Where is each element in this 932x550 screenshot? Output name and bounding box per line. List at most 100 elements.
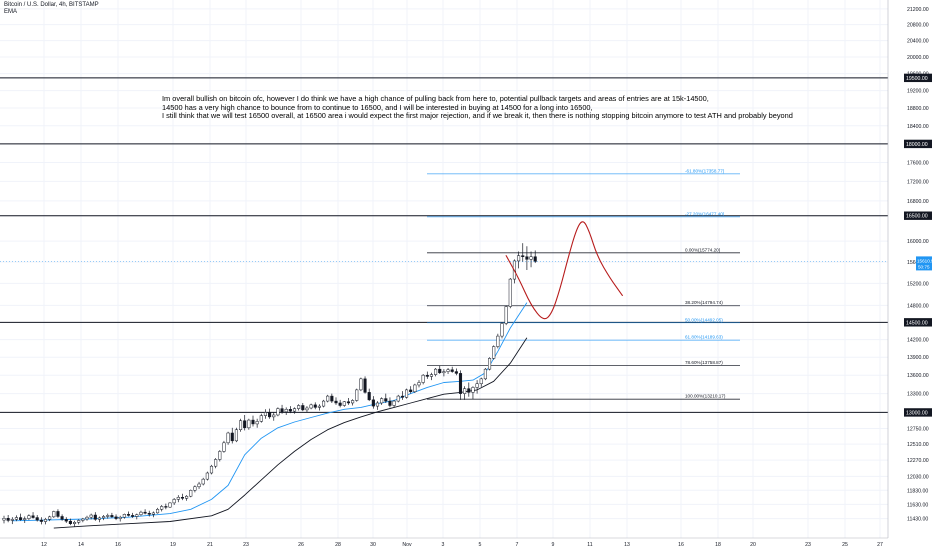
candle-body xyxy=(201,478,205,485)
candle-body xyxy=(500,323,504,337)
candle-body xyxy=(102,516,106,519)
candle-body xyxy=(504,306,508,324)
time-axis-tick-label: 23 xyxy=(805,542,811,548)
candle-body xyxy=(243,420,247,429)
candle-body xyxy=(288,409,292,412)
candle-body xyxy=(189,490,193,497)
candle-body xyxy=(226,432,230,444)
candle-body xyxy=(351,400,355,404)
candle-body xyxy=(6,518,10,521)
candle-body xyxy=(147,512,151,515)
chart-annotation-note[interactable]: Im overall bullish on bitcoin ofc, howev… xyxy=(162,94,852,121)
fib-level-label: 78.60%(13758.87) xyxy=(685,360,723,365)
candle-body xyxy=(533,256,537,262)
candle-body xyxy=(297,405,301,409)
candle-body xyxy=(193,486,197,491)
time-axis-tick-label: 7 xyxy=(516,542,519,548)
candle-body xyxy=(529,256,533,260)
candle-body xyxy=(135,514,139,517)
candle-body xyxy=(292,408,297,412)
candle-body xyxy=(488,358,492,370)
candle-body xyxy=(118,516,122,519)
ema-fast-line xyxy=(12,302,528,522)
price-axis-tick-label: 16000.00 xyxy=(907,239,929,245)
candle-body xyxy=(239,420,243,430)
candle-body xyxy=(10,519,14,521)
candle-body xyxy=(77,520,81,523)
candle-body xyxy=(417,382,421,386)
candle-body xyxy=(371,399,375,407)
candle-body xyxy=(388,400,392,406)
candle-body xyxy=(305,407,309,411)
candle-body xyxy=(313,404,317,408)
price-axis-tick-label: 20800.00 xyxy=(907,23,929,29)
time-axis-tick-label: 25 xyxy=(842,542,848,548)
candle-body xyxy=(409,389,413,392)
price-level-tag xyxy=(904,408,932,417)
time-axis-tick-label: 13 xyxy=(624,542,630,548)
price-axis-tick-label: 11830.00 xyxy=(907,488,928,494)
price-level-tag xyxy=(904,211,932,220)
candle-body xyxy=(475,383,479,388)
price-axis-tick-label: 18800.00 xyxy=(907,106,929,112)
candle-body xyxy=(106,515,110,517)
price-level-tag-label: 18000.00 xyxy=(906,142,928,148)
price-level-tag-label: 19500.00 xyxy=(906,76,928,82)
current-price-tag xyxy=(916,256,932,271)
candle-body xyxy=(14,517,18,520)
time-axis-tick-label: 27 xyxy=(877,542,883,548)
price-axis-tick-label: 13900.00 xyxy=(907,355,929,361)
candle-body xyxy=(355,389,359,401)
price-level-tag-label: 16500.00 xyxy=(906,214,928,220)
candle-body xyxy=(2,518,6,521)
candle-body xyxy=(251,419,255,425)
time-axis-tick-label: 30 xyxy=(370,542,376,548)
candle-body xyxy=(508,278,512,307)
candle-body xyxy=(218,451,222,460)
candle-body xyxy=(280,408,284,413)
price-level-tag xyxy=(904,139,932,149)
projection-path xyxy=(505,221,623,320)
candle-body xyxy=(39,519,43,522)
fib-level-label: -27.20%(16477.40) xyxy=(685,211,725,216)
price-axis-tick-label: 21200.00 xyxy=(907,7,929,13)
candle-body xyxy=(450,369,454,372)
time-axis-tick-label: 12 xyxy=(41,542,47,548)
price-axis-tick-label: 18400.00 xyxy=(907,124,929,130)
candle-body xyxy=(126,514,131,516)
candle-body xyxy=(176,497,180,500)
candle-body xyxy=(363,378,367,393)
candle-body xyxy=(442,371,446,374)
candle-body xyxy=(384,398,388,402)
time-axis-tick-label: Nov xyxy=(402,542,412,548)
candle-body xyxy=(97,517,102,520)
candle-body xyxy=(359,378,363,391)
candle-body xyxy=(272,414,276,418)
time-axis-tick-label: 11 xyxy=(587,542,592,548)
time-axis-tick-label: 26 xyxy=(298,542,304,548)
candle-body xyxy=(434,368,438,375)
candle-body xyxy=(396,395,400,402)
time-axis-tick-label: 16 xyxy=(115,542,121,548)
candle-body xyxy=(367,392,371,401)
candle-body xyxy=(330,395,334,402)
candle-body xyxy=(342,401,346,406)
candle-body xyxy=(326,395,330,402)
candle-body xyxy=(483,368,487,380)
time-axis-tick-label: 21 xyxy=(207,542,213,548)
candle-body xyxy=(380,398,384,404)
time-axis-tick-label: 18 xyxy=(715,542,721,548)
candle-body xyxy=(68,520,72,524)
annotation-line: I still think that we will test 16500 ov… xyxy=(162,111,793,121)
candle-body xyxy=(375,402,380,407)
time-axis-tick-label: 14 xyxy=(78,542,84,548)
current-price-tag-value: 15610.97 xyxy=(917,258,932,263)
candle-body xyxy=(209,465,214,474)
candle-body xyxy=(346,401,350,404)
fib-level-label: 50.00%(14492.05) xyxy=(685,317,723,322)
candle-body xyxy=(56,511,60,517)
price-axis-tick-label: 17200.00 xyxy=(907,179,929,185)
